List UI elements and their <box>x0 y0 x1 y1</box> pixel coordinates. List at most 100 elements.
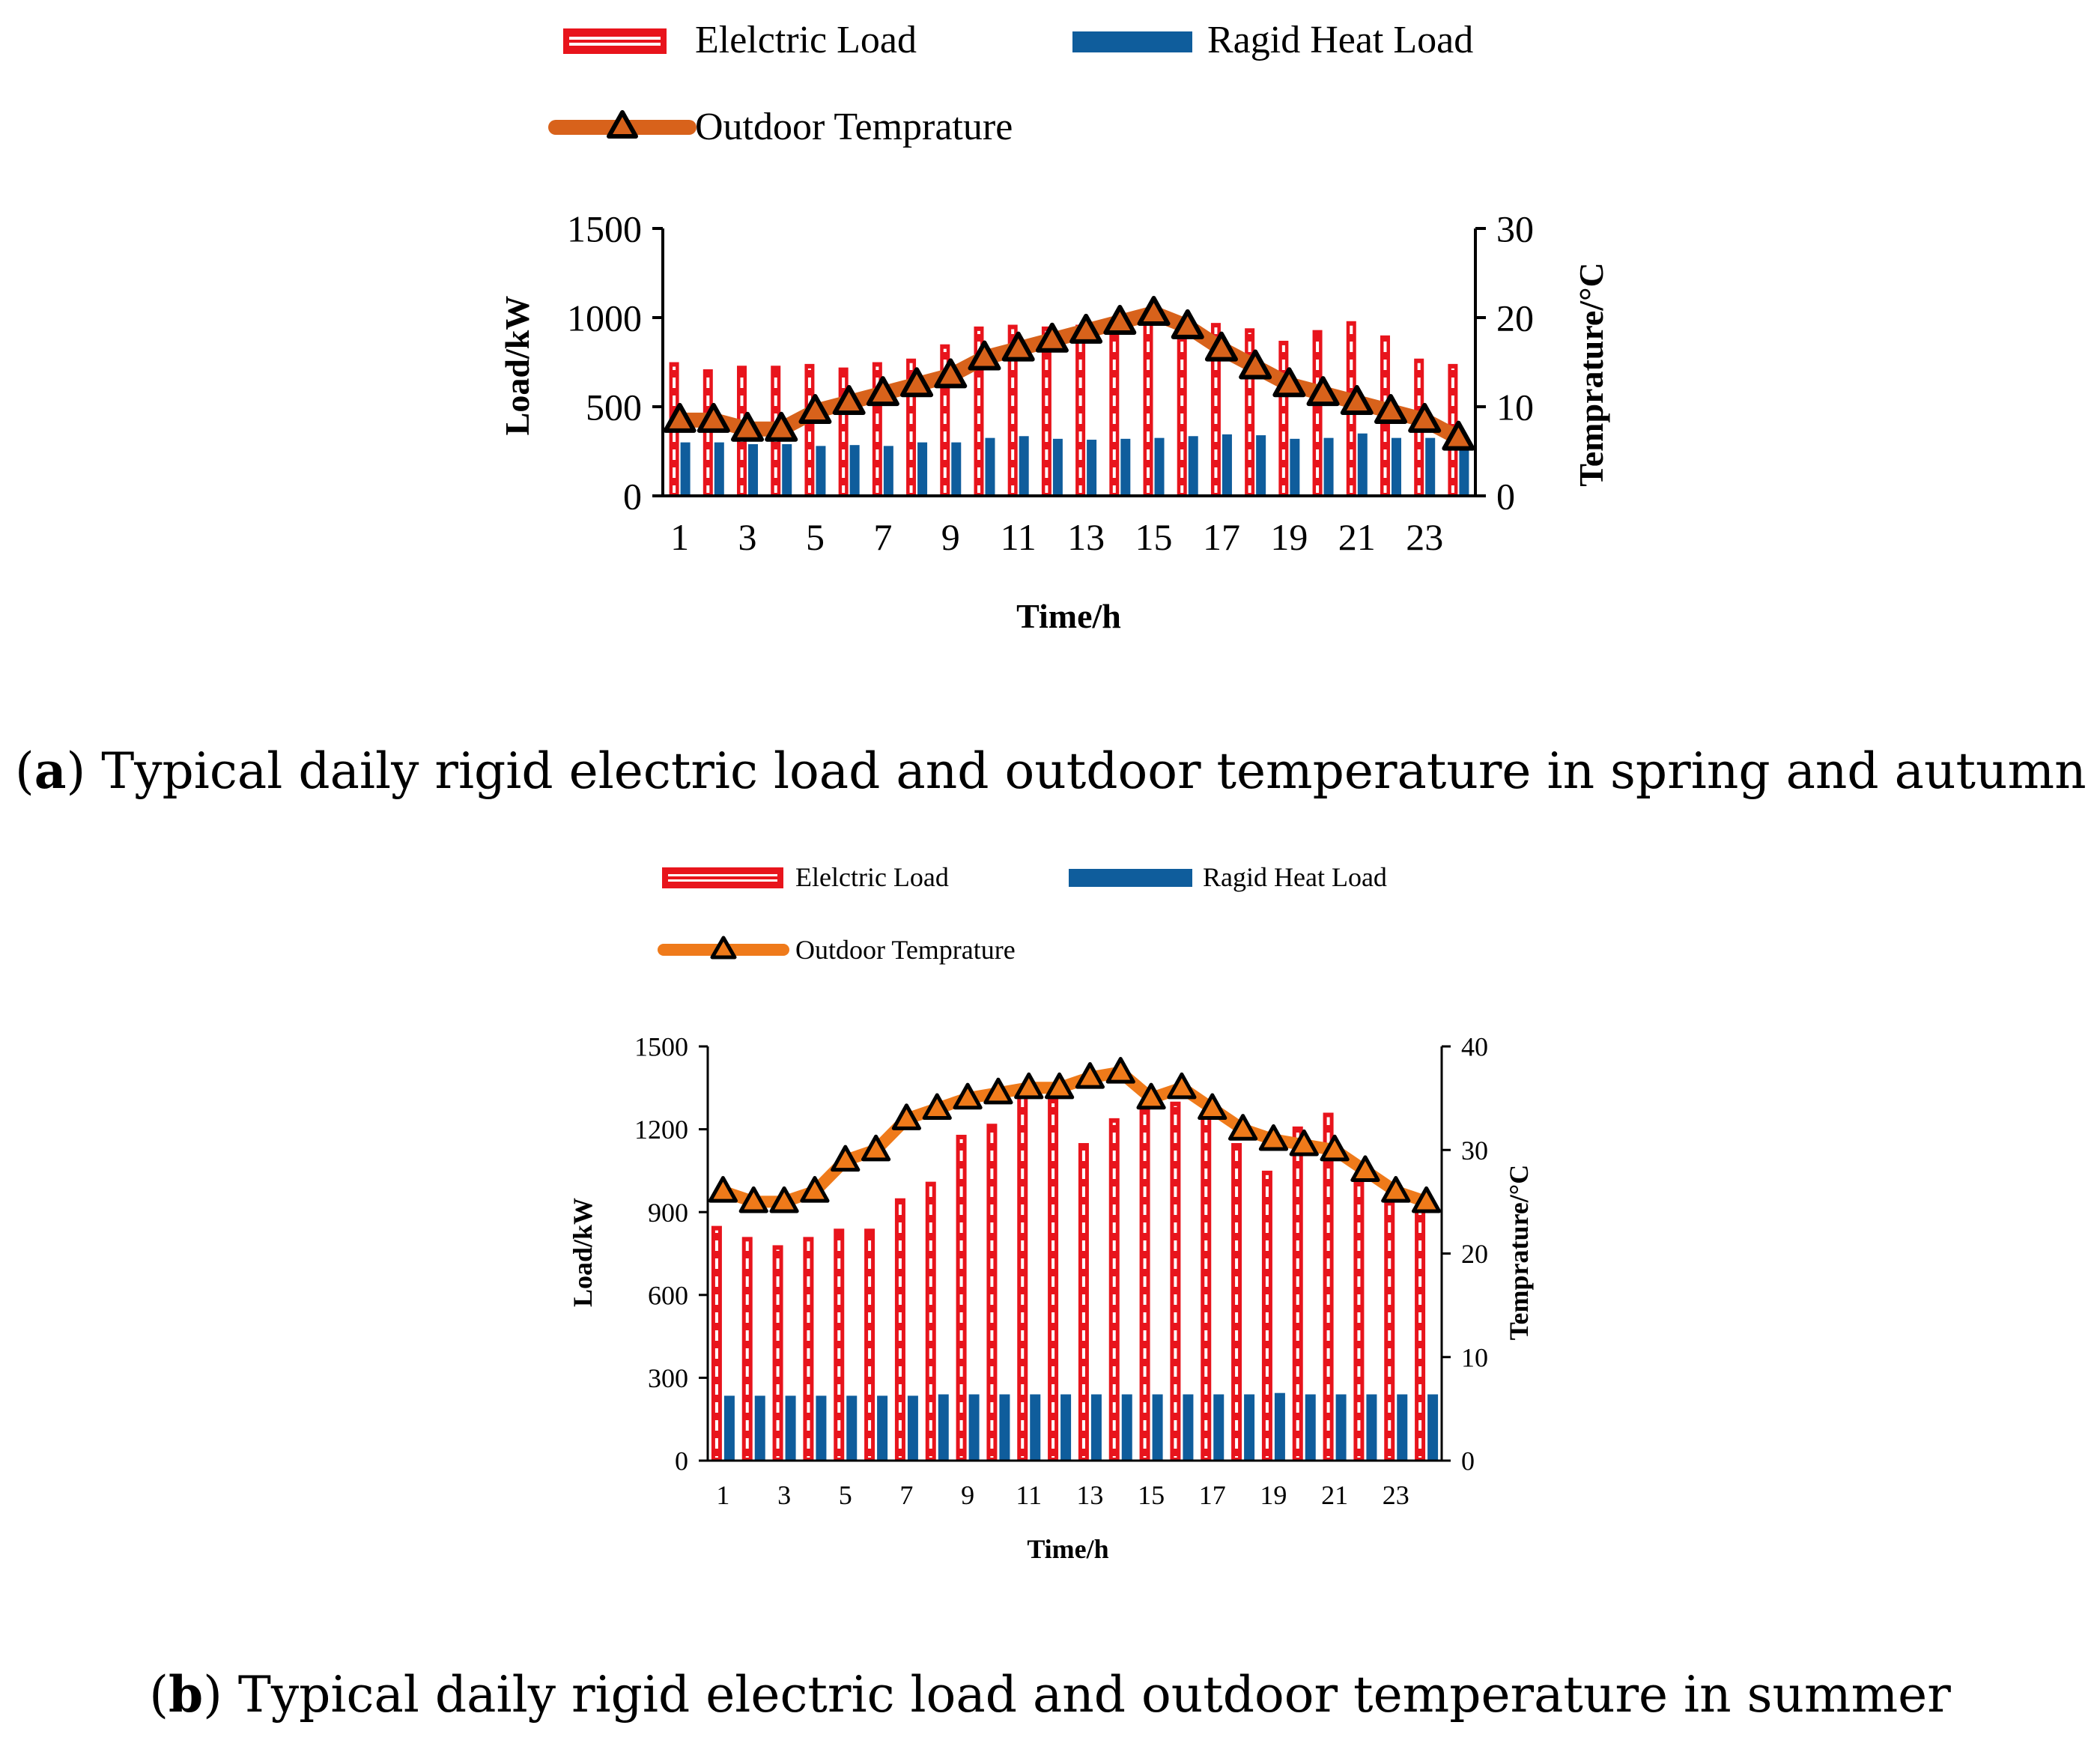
heat-load-bar-a <box>1154 437 1165 496</box>
temperature-marker-b <box>1105 1057 1135 1084</box>
heat-load-bar-b <box>1427 1394 1439 1461</box>
electric-load-bar-stripe-b <box>1235 1148 1239 1458</box>
heat-load-bar-a <box>1290 438 1300 496</box>
electric-load-bar-stripe-a <box>1281 345 1285 493</box>
electric-load-bar-stripe-a <box>1078 329 1082 493</box>
legend-electric-swatch-b <box>662 867 783 888</box>
electric-load-bar-stripe-b <box>959 1139 963 1458</box>
temperature-line-a <box>672 306 1466 446</box>
x-tick-label-b: 23 <box>1383 1480 1409 1510</box>
x-tick-label-b: 19 <box>1260 1480 1287 1510</box>
heat-load-bar-a <box>1120 438 1131 496</box>
legend-electric-label-a: Elelctric Load <box>695 19 917 61</box>
electric-load-bar-stripe-a <box>875 366 879 493</box>
electric-load-bar-stripe-b <box>1265 1174 1269 1458</box>
x-tick-label-a: 13 <box>1067 516 1105 558</box>
x-tick-label-a: 1 <box>670 516 689 558</box>
temperature-marker-b <box>983 1077 1013 1105</box>
temperature-marker-a <box>968 340 1001 371</box>
heat-load-bar-a <box>1256 435 1266 496</box>
temperature-marker-a <box>1442 420 1475 451</box>
heat-load-bar-a <box>1052 438 1063 496</box>
y-tick-label-b: 1200 <box>634 1115 688 1145</box>
temperature-marker-a <box>798 393 832 424</box>
y2-tick-label-b: 20 <box>1461 1239 1488 1269</box>
electric-load-bar-stripe-a <box>1112 325 1116 493</box>
temperature-marker-b <box>1136 1082 1166 1110</box>
y-tick-label-a: 0 <box>623 476 642 518</box>
legend-temp-label-b: Outdoor Temprature <box>795 935 1016 965</box>
y-tick-label-b: 1500 <box>634 1032 688 1062</box>
heat-load-bar-b <box>1090 1394 1102 1461</box>
electric-load-bar-stripe-a <box>977 330 980 493</box>
caption-b: (b) Typical daily rigid electric load an… <box>149 1665 1951 1724</box>
heat-load-bar-a <box>917 442 928 496</box>
temperature-marker-a <box>1204 331 1238 362</box>
y-tick-label-a: 1500 <box>567 208 642 250</box>
temperature-marker-b <box>1044 1072 1075 1100</box>
temperature-marker-b <box>1350 1155 1380 1182</box>
temperature-marker-b <box>891 1103 922 1130</box>
heat-load-bar-a <box>714 442 724 496</box>
electric-load-bar-stripe-b <box>714 1230 718 1458</box>
heat-load-bar-a <box>816 446 826 496</box>
y2-tick-label-a: 0 <box>1496 476 1515 518</box>
temperature-marker-a <box>1035 322 1069 353</box>
heat-load-bar-b <box>754 1395 765 1461</box>
heat-load-bar-b <box>1152 1394 1163 1461</box>
temperature-marker-b <box>1289 1129 1319 1157</box>
y2-tick-label-b: 0 <box>1461 1446 1475 1476</box>
heat-load-bar-b <box>1397 1394 1408 1461</box>
heat-load-bar-a <box>1188 436 1198 496</box>
x-tick-label-a: 7 <box>873 516 892 558</box>
electric-load-bar-stripe-b <box>898 1202 902 1458</box>
electric-load-bar-stripe-b <box>1357 1186 1361 1458</box>
electric-load-bar-stripe-a <box>1316 334 1320 493</box>
temperature-marker-b <box>769 1186 799 1213</box>
x-tick-label-b: 11 <box>1016 1480 1042 1510</box>
legend-electric-swatch-a <box>563 28 667 54</box>
x-tick-label-b: 17 <box>1199 1480 1226 1510</box>
temperature-marker-a <box>1306 376 1340 407</box>
heat-load-bar-b <box>907 1395 918 1461</box>
electric-load-bar-stripe-b <box>990 1128 994 1458</box>
electric-load-bar-stripe-a <box>842 372 846 493</box>
electric-load-bar-stripe-a <box>1180 325 1184 493</box>
legend-a: Elelctric Load Ragid Heat Load Outdoor T… <box>548 19 1473 148</box>
heat-load-bar-b <box>999 1394 1010 1461</box>
x-tick-label-a: 15 <box>1135 516 1173 558</box>
heat-load-bar-a <box>1357 433 1368 496</box>
heat-load-bar-b <box>1121 1394 1132 1461</box>
heat-load-bar-a <box>883 446 893 496</box>
x-axis-title-a: Time/h <box>1016 597 1121 635</box>
heat-load-bar-b <box>968 1394 980 1461</box>
temperature-marker-a <box>1137 296 1171 327</box>
temperature-marker-b <box>738 1186 768 1213</box>
temperature-marker-b <box>800 1176 830 1203</box>
y2-tick-label-b: 30 <box>1461 1136 1488 1166</box>
heat-load-bar-b <box>1030 1394 1041 1461</box>
chart-panel-a: Elelctric Load Ragid Heat Load Outdoor T… <box>498 19 1610 635</box>
electric-load-bar-stripe-b <box>1326 1117 1330 1458</box>
temperature-marker-b <box>861 1134 891 1162</box>
temperature-marker-b <box>1075 1061 1105 1089</box>
x-axis-title-b: Time/h <box>1027 1534 1108 1564</box>
electric-load-bar-stripe-b <box>1081 1148 1085 1458</box>
electric-load-bar-stripe-b <box>1388 1205 1392 1458</box>
temperature-marker-a <box>1103 304 1137 335</box>
temperature-marker-b <box>1320 1134 1350 1162</box>
legend-temp-label-a: Outdoor Temprature <box>695 106 1013 148</box>
heat-load-bar-a <box>782 443 792 496</box>
heat-load-bar-b <box>1366 1394 1377 1461</box>
temperature-marker-a <box>765 411 798 442</box>
heat-load-bar-b <box>1060 1394 1072 1461</box>
temperature-marker-a <box>832 385 866 416</box>
temperature-marker-b <box>1411 1186 1442 1213</box>
electric-load-bar-stripe-b <box>1174 1106 1177 1458</box>
x-tick-label-b: 7 <box>899 1480 913 1510</box>
electric-load-bar-stripe-a <box>1147 318 1150 493</box>
electric-load-bar-stripe-b <box>1418 1210 1422 1458</box>
y2-tick-label-a: 30 <box>1496 208 1534 250</box>
